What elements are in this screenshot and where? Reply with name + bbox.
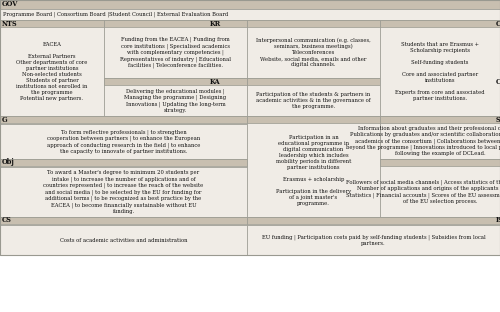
Text: IS: IS — [496, 217, 500, 225]
Bar — [0, 124, 247, 159]
Text: Costs of academic activities and administration: Costs of academic activities and adminis… — [60, 237, 187, 242]
Text: Students that are Erasmus +
Scholarship recipients

Self-funding students

Core : Students that are Erasmus + Scholarship … — [395, 42, 485, 101]
Text: Interpersonal communication (e.g. classes,
seminars, business meetings)
Teleconf: Interpersonal communication (e.g. classe… — [256, 38, 371, 67]
Text: EU funding | Participation costs paid by self-funding students | Subsidies from : EU funding | Participation costs paid by… — [262, 234, 486, 246]
Bar — [247, 217, 500, 224]
Text: G: G — [2, 115, 8, 124]
Text: KR: KR — [210, 19, 221, 27]
Text: Participation of the students & partners in
academic activities & in the governa: Participation of the students & partners… — [256, 92, 371, 109]
Text: SVP: SVP — [496, 115, 500, 124]
Bar — [380, 20, 500, 27]
Text: KA: KA — [210, 77, 220, 85]
Bar — [380, 116, 500, 123]
Text: Programme Board | Consortium Board |Student Council | External Evaluation Board: Programme Board | Consortium Board |Stud… — [3, 12, 228, 17]
Text: CH: CH — [496, 19, 500, 27]
Bar — [380, 159, 500, 217]
Text: Delivering the educational modules |
Managing the programme | Designing
Innovati: Delivering the educational modules | Man… — [124, 88, 226, 113]
Bar — [104, 20, 247, 78]
Text: C&BE IM: C&BE IM — [496, 77, 500, 85]
Bar — [104, 20, 247, 27]
Text: Obj: Obj — [2, 158, 15, 167]
Text: CS: CS — [2, 217, 12, 225]
Text: Information about graduates and their professional careers |
Publications by gra: Information about graduates and their pr… — [346, 126, 500, 156]
Bar — [0, 217, 247, 225]
Bar — [104, 78, 247, 85]
Bar — [104, 78, 247, 116]
Text: EACEA

External Partners
Other departments of core
partner institutions
Non-sele: EACEA External Partners Other department… — [16, 42, 88, 101]
Bar — [0, 20, 104, 27]
Bar — [247, 20, 380, 27]
Bar — [0, 225, 247, 255]
Bar — [0, 159, 247, 166]
Bar — [0, 0, 500, 255]
Bar — [0, 167, 247, 217]
Text: To award a Master's degree to minimum 20 students per
intake | to increase the n: To award a Master's degree to minimum 20… — [44, 170, 203, 214]
Bar — [0, 217, 247, 224]
Bar — [0, 116, 247, 123]
Text: Funding from the EACEA | Funding from
core institutions | Specialised academics
: Funding from the EACEA | Funding from co… — [120, 37, 231, 68]
Bar — [380, 159, 500, 166]
Bar — [0, 9, 500, 20]
Bar — [0, 159, 247, 167]
Text: To form reflective professionals | to strengthen
cooperation between partners | : To form reflective professionals | to st… — [47, 129, 200, 154]
Bar — [247, 116, 380, 123]
Bar — [0, 0, 500, 9]
Bar — [0, 116, 247, 124]
Text: GOV: GOV — [2, 1, 18, 8]
Bar — [247, 78, 380, 116]
Bar — [380, 116, 500, 159]
Text: Followers of social media channels | Access statistics of the websites |
Number : Followers of social media channels | Acc… — [346, 179, 500, 204]
Bar — [380, 20, 500, 116]
Bar — [247, 217, 500, 225]
Text: NTS: NTS — [2, 19, 18, 27]
Bar — [247, 78, 380, 85]
Bar — [247, 225, 500, 255]
Bar — [247, 20, 380, 78]
Text: Participation in an
educational programme in
digital communication
leadership wh: Participation in an educational programm… — [276, 134, 351, 206]
Bar — [247, 116, 380, 217]
Bar — [0, 20, 104, 116]
